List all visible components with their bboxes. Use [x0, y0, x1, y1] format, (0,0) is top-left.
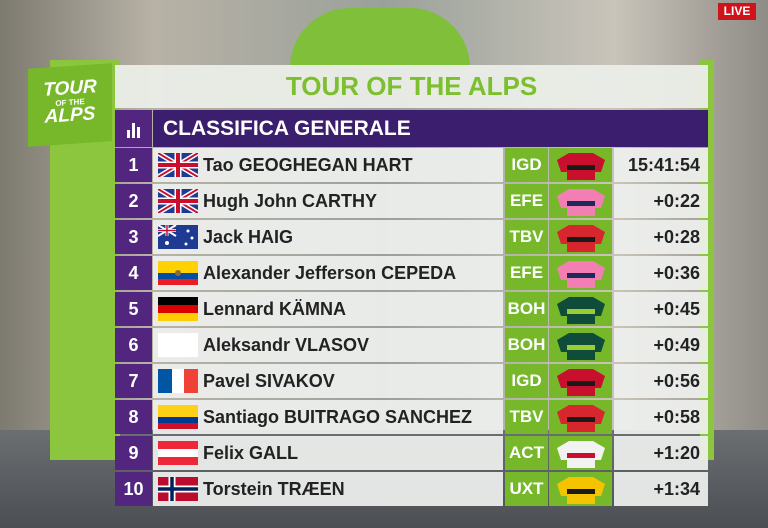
jersey-icon — [556, 225, 605, 252]
jersey-cell — [549, 328, 612, 362]
flag-icon — [158, 261, 198, 285]
flag — [158, 261, 198, 285]
row-bg — [153, 364, 503, 398]
team-code: EFE — [505, 256, 548, 290]
jersey-cell — [549, 364, 612, 398]
row-bg — [153, 220, 503, 254]
time: +0:22 — [614, 184, 708, 218]
rank: 6 — [115, 328, 152, 362]
flag — [158, 297, 198, 321]
scene-arch — [290, 8, 470, 68]
rank: 4 — [115, 256, 152, 290]
team-code: ACT — [505, 436, 548, 470]
time: +0:56 — [614, 364, 708, 398]
jersey-cell — [549, 436, 612, 470]
jersey-cell — [549, 400, 612, 434]
flag-icon — [158, 225, 198, 249]
jersey-icon — [556, 261, 605, 288]
jersey-icon — [556, 369, 605, 396]
rank: 8 — [115, 400, 152, 434]
row-bg — [153, 328, 503, 362]
team-code: IGD — [505, 148, 548, 182]
row-bg — [153, 400, 503, 434]
rank: 7 — [115, 364, 152, 398]
flag-icon — [158, 153, 198, 177]
jersey-cell — [549, 292, 612, 326]
rider-name: Pavel SIVAKOV — [203, 370, 335, 391]
subtitle-icon — [115, 110, 152, 147]
rider-name: Santiago BUITRAGO SANCHEZ — [203, 406, 473, 427]
rank: 2 — [115, 184, 152, 218]
team-code: EFE — [505, 184, 548, 218]
flag-icon — [158, 405, 198, 429]
jersey-cell — [549, 220, 612, 254]
jersey-icon — [556, 297, 605, 324]
rider-name: Aleksandr VLASOV — [203, 334, 370, 355]
team-code: BOH — [505, 328, 548, 362]
title-bar: TOUR OF THE ALPS — [115, 65, 708, 108]
logo: TOUR OF THE ALPS — [28, 63, 112, 147]
row-bg — [153, 184, 503, 218]
row-bg — [153, 256, 503, 290]
flag — [158, 333, 198, 357]
time: +0:45 — [614, 292, 708, 326]
rank: 5 — [115, 292, 152, 326]
row-bg — [153, 148, 503, 182]
team-code: TBV — [505, 220, 548, 254]
flag — [158, 441, 198, 465]
rank: 9 — [115, 436, 152, 470]
team-code: IGD — [505, 364, 548, 398]
chart-icon — [127, 123, 140, 138]
flag — [158, 153, 198, 177]
team-code: TBV — [505, 400, 548, 434]
row-bg — [153, 472, 503, 506]
flag-icon — [158, 477, 198, 501]
flag — [158, 189, 198, 213]
flag — [158, 225, 198, 249]
rider-name: Alexander Jefferson CEPEDA — [203, 262, 457, 283]
flag — [158, 369, 198, 393]
subtitle-bar: CLASSIFICA GENERALE — [153, 110, 708, 147]
flag — [158, 477, 198, 501]
flag-icon — [158, 189, 198, 213]
jersey-cell — [549, 148, 612, 182]
time: +0:49 — [614, 328, 708, 362]
time: +0:58 — [614, 400, 708, 434]
team-code: UXT — [505, 472, 548, 506]
time: +0:36 — [614, 256, 708, 290]
rider-name: Lennard KÄMNA — [203, 298, 346, 319]
flag-icon — [158, 297, 198, 321]
flag — [158, 405, 198, 429]
rank: 10 — [115, 472, 152, 506]
row-bg — [153, 436, 503, 470]
flag-icon — [158, 369, 198, 393]
rider-name: Felix GALL — [203, 442, 299, 463]
time: +1:20 — [614, 436, 708, 470]
jersey-icon — [556, 405, 605, 432]
rider-name: Torstein TRÆEN — [203, 478, 345, 499]
jersey-icon — [556, 477, 605, 504]
jersey-cell — [549, 184, 612, 218]
jersey-icon — [556, 333, 605, 360]
jersey-icon — [556, 153, 605, 180]
time: +1:34 — [614, 472, 708, 506]
time: 15:41:54 — [614, 148, 708, 182]
flag-icon — [158, 441, 198, 465]
rider-name: Tao GEOGHEGAN HART — [203, 154, 413, 175]
team-code: BOH — [505, 292, 548, 326]
row-bg — [153, 292, 503, 326]
rider-name: Jack HAIG — [203, 226, 294, 247]
time: +0:28 — [614, 220, 708, 254]
jersey-cell — [549, 256, 612, 290]
jersey-cell — [549, 472, 612, 506]
jersey-icon — [556, 441, 605, 468]
flag-icon — [158, 333, 198, 357]
rank: 3 — [115, 220, 152, 254]
live-badge: LIVE — [718, 3, 756, 20]
rank: 1 — [115, 148, 152, 182]
rider-name: Hugh John CARTHY — [203, 190, 377, 211]
jersey-icon — [556, 189, 605, 216]
